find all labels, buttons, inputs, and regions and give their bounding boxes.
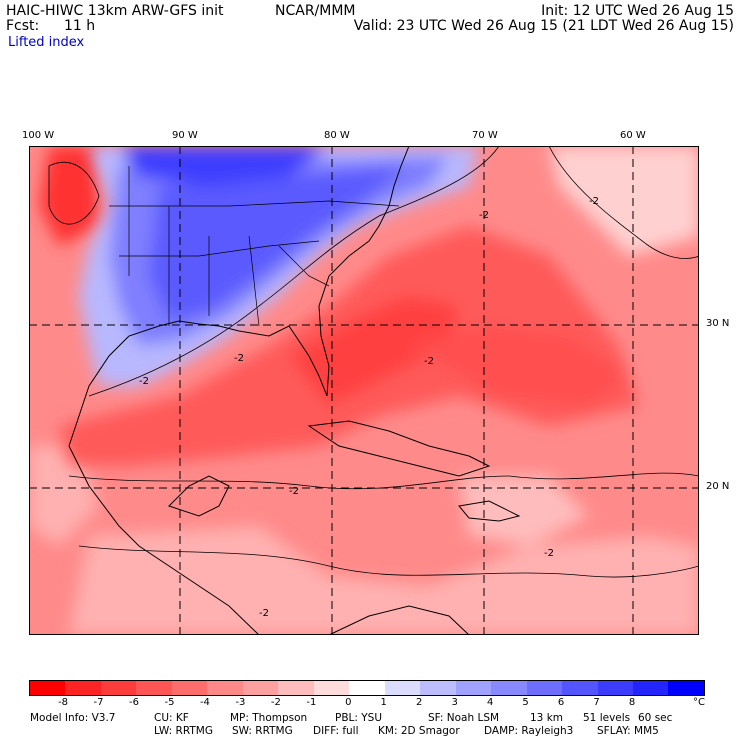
footer-item: 51 levels	[583, 712, 631, 724]
colorbar-swatch	[100, 681, 137, 695]
contour-label: -2	[479, 210, 489, 221]
footer-item: SF: Noah LSM	[428, 712, 500, 724]
colorbar-swatch	[171, 681, 208, 695]
colorbar-swatch	[597, 681, 633, 695]
contour-lines	[48, 146, 699, 578]
colorbar-swatch	[278, 681, 314, 695]
colorbar-tick-label: -4	[199, 697, 210, 708]
colorbar-swatch	[207, 681, 243, 695]
colorbar-swatch	[491, 681, 527, 695]
footer-item: LW: RRTMG	[154, 725, 213, 737]
lon-label-70w: 70 W	[472, 130, 498, 141]
field-name: Lifted index	[8, 35, 85, 50]
footer-item: SW: RRTMG	[232, 725, 293, 737]
colorbar-tick-label: 8	[628, 697, 636, 708]
colorbar-tick-label: -2	[270, 697, 281, 708]
organization: NCAR/MMM	[275, 3, 356, 19]
colorbar-swatch	[242, 681, 279, 695]
colorbar-swatch	[349, 681, 385, 695]
colorbar-tick-label: -5	[164, 697, 175, 708]
contour-label: -2	[424, 356, 434, 367]
footer-item: Model Info: V3.7	[30, 712, 116, 724]
colorbar-swatch	[136, 681, 172, 695]
forecast-hours: 11 h	[64, 18, 96, 34]
colorbar-tick-label: 7	[593, 697, 600, 708]
colorbar-tick-label: 3	[451, 697, 458, 708]
colorbar-tick-label: -8	[58, 697, 69, 708]
footer-item: PBL: YSU	[335, 712, 383, 724]
colorbar-tick-label: -7	[93, 697, 104, 708]
contour-label: -2	[589, 196, 599, 207]
colorbar-swatch	[384, 681, 421, 695]
colorbar-swatch	[668, 681, 704, 695]
colorbar-swatch	[65, 681, 101, 695]
colorbar-swatch	[30, 681, 66, 695]
colorbar-tick-label: 4	[486, 697, 494, 708]
contour-label: -2	[139, 376, 149, 387]
lat-label-30n: 30 N	[706, 318, 730, 329]
footer-item: CU: KF	[154, 712, 189, 724]
contour-label: -2	[544, 548, 554, 559]
footer-item: MP: Thompson	[230, 712, 308, 724]
footer-item: 13 km	[530, 712, 564, 724]
colorbar-tick-label: 6	[557, 697, 565, 708]
colorbar-swatch	[455, 681, 492, 695]
contour-label: -2	[289, 486, 299, 497]
colorbar	[29, 680, 705, 696]
colorbar-swatch	[562, 681, 598, 695]
footer-item: KM: 2D Smagor	[378, 725, 460, 737]
footer-item: DIFF: full	[313, 725, 359, 737]
lifted-index-map: -2 -2 -2 -2 -2 -2 -2 -2	[29, 146, 699, 635]
footer-item: SFLAY: MM5	[597, 725, 659, 737]
valid-time: Valid: 23 UTC Wed 26 Aug 15 (21 LDT Wed …	[353, 18, 734, 34]
forecast-label: Fcst:	[6, 18, 40, 34]
lon-label-100w: 100 W	[22, 130, 55, 141]
lat-label-20n: 20 N	[706, 481, 730, 492]
colorbar-tick-label: -6	[129, 697, 139, 708]
colorbar-swatch	[632, 681, 669, 695]
colorbar-swatch	[313, 681, 350, 695]
lat-lon-grid	[29, 146, 699, 635]
model-title: HAIC-HIWC 13km ARW-GFS init	[6, 3, 224, 19]
lon-label-60w: 60 W	[620, 130, 646, 141]
footer-item: DAMP: Rayleigh3	[484, 725, 574, 737]
init-time: Init: 12 UTC Wed 26 Aug 15	[541, 3, 734, 19]
colorbar-unit: °C	[693, 697, 705, 708]
colorbar-tick-label: 1	[380, 697, 387, 708]
contour-label-group: -2 -2 -2 -2 -2 -2 -2 -2	[139, 196, 599, 619]
contour-label: -2	[259, 608, 269, 619]
footer-item: 60 sec	[638, 712, 673, 724]
colorbar-tick-label: 0	[345, 697, 352, 708]
lon-label-90w: 90 W	[172, 130, 198, 141]
colorbar-tick-label: 2	[416, 697, 423, 708]
colorbar-swatch	[526, 681, 563, 695]
coastlines	[68, 146, 521, 635]
colorbar-swatch	[420, 681, 456, 695]
map-border	[29, 146, 699, 635]
colorbar-tick-label: -3	[235, 697, 246, 708]
state-borders	[109, 166, 400, 327]
colorbar-tick-label: 5	[522, 697, 529, 708]
map-panel: -2 -2 -2 -2 -2 -2 -2 -2	[29, 146, 699, 635]
lon-label-80w: 80 W	[324, 130, 350, 141]
contour-label: -2	[234, 353, 244, 364]
colorbar-tick-label: -1	[306, 697, 317, 708]
